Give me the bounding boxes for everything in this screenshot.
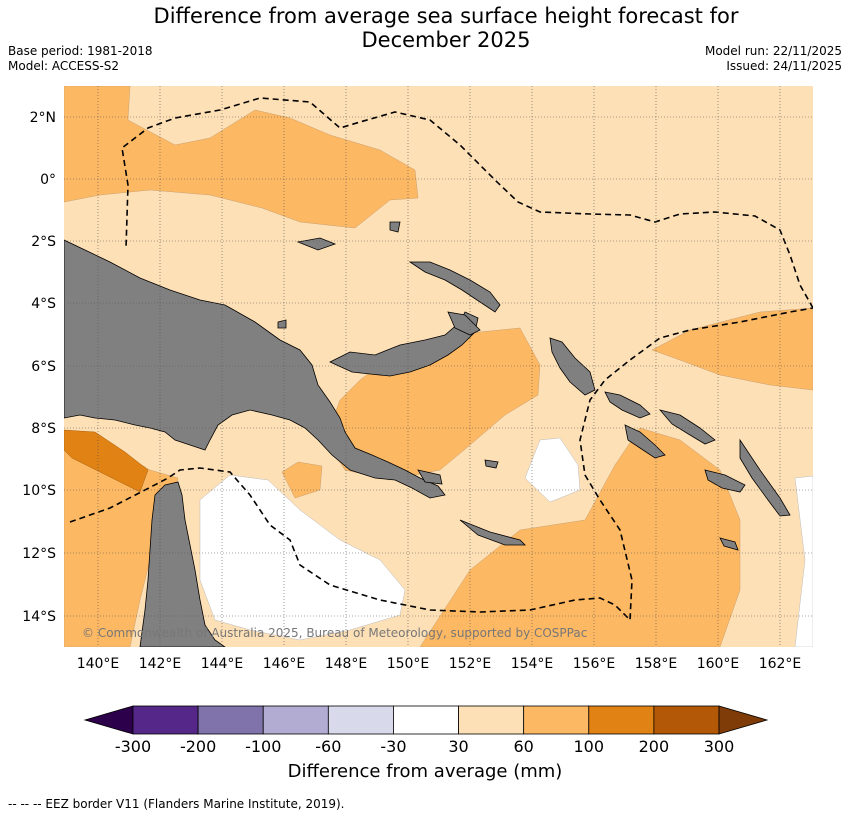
- colorbar-extend-high: [718, 705, 769, 735]
- colorbar-tick-label: -60: [315, 737, 341, 756]
- issued-date: Issued: 24/11/2025: [726, 59, 842, 73]
- lat-label: 14°S: [22, 609, 56, 625]
- colorbar-box: [197, 705, 264, 735]
- eez-legend-footer: -- -- -- EEZ border V11 (Flanders Marine…: [8, 797, 345, 811]
- lat-label: 6°S: [31, 359, 56, 375]
- anomaly-60-100-region-north: [64, 86, 419, 229]
- colorbar-box: [327, 705, 394, 735]
- colorbar-tick-label: -100: [245, 737, 281, 756]
- land-new-britain: [408, 261, 501, 313]
- lat-label: 2°S: [31, 234, 56, 250]
- colorbar-tick-label: 200: [639, 737, 670, 756]
- colorbar-tick-label: -300: [115, 737, 151, 756]
- colorbar-box: [458, 705, 525, 735]
- colorbar-box: [653, 705, 720, 735]
- colorbar-tick-label: 60: [513, 737, 533, 756]
- land-new-ireland: [447, 311, 481, 336]
- lon-label: 150°E: [387, 656, 430, 672]
- land-solomon-islands: [604, 391, 791, 517]
- lat-label: 12°S: [22, 546, 56, 562]
- lon-label: 162°E: [759, 656, 802, 672]
- colorbar-box: [523, 705, 590, 735]
- colorbar: -300 -200 -100 -60 -30 30 60 100 200 300: [83, 705, 769, 756]
- colorbar-tick-label: 30: [448, 737, 468, 756]
- lon-label: 144°E: [201, 656, 244, 672]
- lat-label: 2°N: [30, 110, 56, 126]
- copyright-text: © Commonwealth of Australia 2025, Bureau…: [82, 626, 587, 640]
- lon-label: 160°E: [697, 656, 740, 672]
- land-new-guinea: [64, 239, 446, 499]
- land-cape-york: [139, 481, 226, 647]
- title-line-1: Difference from average sea surface heig…: [153, 4, 739, 28]
- anomaly-low-region-far-east: [794, 475, 813, 647]
- lon-label: 158°E: [635, 656, 678, 672]
- colorbar-box: [393, 705, 459, 735]
- lat-labels: 2°N 0° 2°S 4°S 6°S 8°S 10°S 12°S 14°S: [22, 110, 56, 625]
- anomaly-low-region-coral-sea: [199, 474, 406, 641]
- lat-label: 8°S: [31, 421, 56, 437]
- anomaly-60-100-region-southeast: [419, 427, 741, 647]
- anomaly-60-100-region-east: [651, 307, 813, 391]
- lon-label: 142°E: [139, 656, 182, 672]
- model-name: Model: ACCESS-S2: [8, 59, 120, 73]
- colorbar-title: Difference from average (mm): [287, 761, 563, 782]
- meta-left: Base period: 1981-2018 Model: ACCESS-S2: [8, 44, 153, 74]
- land-new-guinea-north-coast: [329, 311, 479, 377]
- title-line-2: December 2025: [361, 28, 531, 52]
- model-run: Model run: 22/11/2025: [704, 44, 842, 58]
- colorbar-tick-label: 300: [704, 737, 735, 756]
- eez-border: [69, 97, 813, 622]
- anomaly-60-100-region-small: [281, 461, 323, 499]
- lon-label: 154°E: [511, 656, 554, 672]
- land-bougainville: [549, 337, 596, 396]
- colorbar-box: [262, 705, 329, 735]
- base-period: Base period: 1981-2018: [8, 44, 153, 58]
- chart-title: Difference from average sea surface heig…: [0, 4, 850, 52]
- lat-label: 4°S: [31, 296, 56, 312]
- colorbar-box: [132, 705, 199, 735]
- colorbar-extend-low: [83, 705, 134, 735]
- lat-label: 10°S: [22, 483, 56, 499]
- colorbar-box: [588, 705, 655, 735]
- lon-label: 148°E: [325, 656, 368, 672]
- lat-label: 0°: [40, 172, 56, 188]
- colorbar-tick-label: -30: [380, 737, 406, 756]
- colorbar-tick-label: -200: [180, 737, 216, 756]
- lon-label: 156°E: [573, 656, 616, 672]
- colorbar-tick-label: 100: [574, 737, 605, 756]
- anomaly-100-200-region: [64, 429, 149, 493]
- grid-lines: [64, 86, 813, 647]
- map-area: © Commonwealth of Australia 2025, Bureau…: [64, 86, 813, 647]
- lon-label: 146°E: [263, 656, 306, 672]
- land-small-islands: [277, 221, 739, 551]
- meta-right: Model run: 22/11/2025 Issued: 24/11/2025: [705, 44, 842, 74]
- lon-label: 152°E: [449, 656, 492, 672]
- lon-labels: 140°E 142°E 144°E 146°E 148°E 150°E 152°…: [77, 656, 802, 672]
- lon-label: 140°E: [77, 656, 120, 672]
